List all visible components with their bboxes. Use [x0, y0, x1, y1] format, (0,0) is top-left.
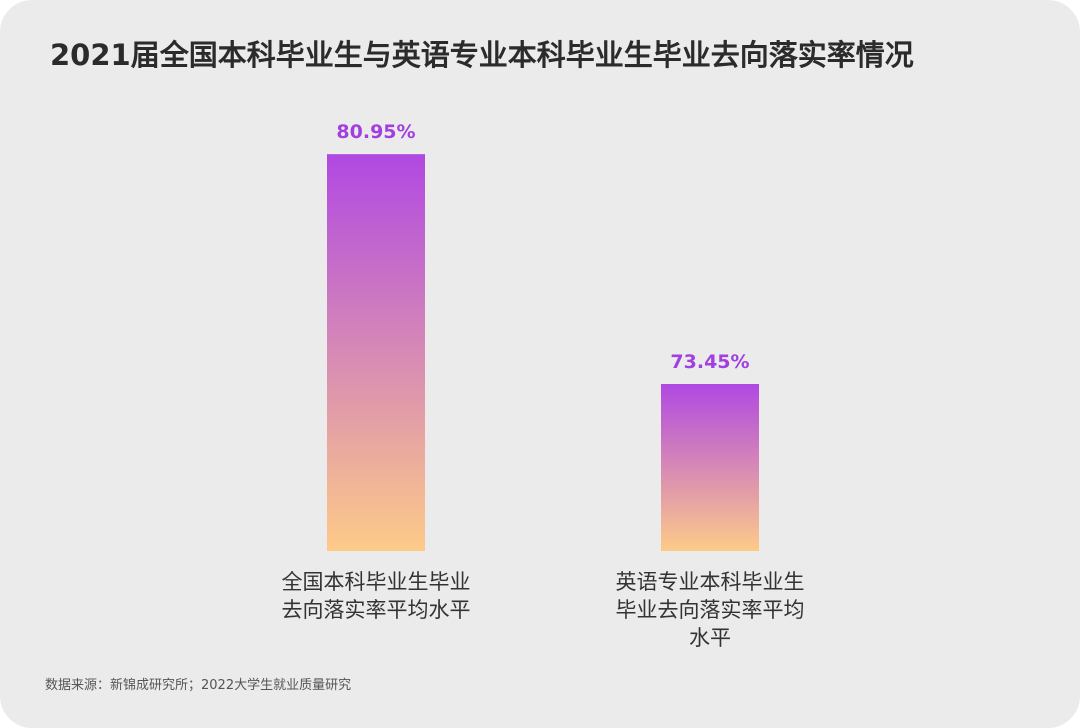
- value-label: 80.95%: [336, 121, 415, 143]
- bar: [327, 154, 425, 552]
- x-tick-label: 全国本科毕业生毕业去向落实率平均水平: [281, 570, 471, 622]
- bar: [661, 383, 759, 551]
- chart-title: 2021届全国本科毕业生与英语专业本科毕业生毕业去向落实率情况: [50, 38, 914, 72]
- value-label: 73.45%: [670, 351, 749, 373]
- x-tick-label: 英语专业本科毕业生毕业去向落实率平均水平: [615, 570, 805, 650]
- source-note: 数据来源：新锦成研究所；2022大学生就业质量研究: [45, 678, 352, 693]
